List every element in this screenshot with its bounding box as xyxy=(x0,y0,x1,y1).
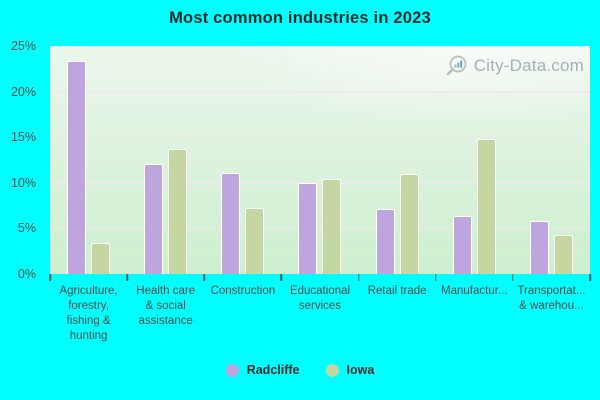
legend-swatch-icon xyxy=(325,363,339,377)
bar-iowa xyxy=(399,173,419,274)
x-axis-label: Health care & social assistance xyxy=(136,285,196,327)
x-axis-tick xyxy=(280,274,283,281)
y-axis-label: 5% xyxy=(17,221,36,236)
y-axis-tick-labels: 0% 5% 10% 15% 20% 25% xyxy=(0,39,36,281)
x-axis-label: Manufactur... xyxy=(441,285,508,297)
legend-item-radcliffe: Radcliffe xyxy=(225,363,300,377)
bar-group xyxy=(50,46,127,274)
legend-item-iowa: Iowa xyxy=(325,363,375,377)
bar-radcliffe xyxy=(67,60,87,274)
x-axis-tick xyxy=(357,274,360,281)
magnifier-bar-chart-icon xyxy=(446,55,467,76)
watermark: City-Data.com xyxy=(445,54,584,78)
bar-radcliffe xyxy=(529,221,549,274)
plot-area: City-Data.com xyxy=(50,45,590,274)
x-axis-tick xyxy=(589,274,591,281)
x-axis-label: Transportat... & warehou... xyxy=(517,285,586,312)
bar-radcliffe xyxy=(375,209,395,274)
gridlines xyxy=(50,45,590,274)
legend-label: Iowa xyxy=(346,363,375,377)
bar-groups xyxy=(50,46,590,274)
x-axis-tick xyxy=(203,274,206,281)
bar-radcliffe xyxy=(221,172,241,274)
bar-iowa xyxy=(553,234,573,274)
x-axis-labels: Agriculture, forestry, fishing & hunting… xyxy=(50,284,590,354)
bar-iowa xyxy=(168,149,188,274)
y-axis-label: 15% xyxy=(10,130,36,145)
bar-radcliffe xyxy=(298,182,318,274)
gridline xyxy=(50,227,590,230)
bar-group xyxy=(436,46,513,274)
bar-radcliffe xyxy=(452,215,472,274)
x-axis-label: Construction xyxy=(210,285,276,297)
x-axis-tick xyxy=(49,274,51,281)
bar-radcliffe xyxy=(144,163,164,274)
x-axis-tick xyxy=(434,274,437,281)
watermark-text: City-Data.com xyxy=(473,56,584,75)
x-axis-label: Retail trade xyxy=(367,285,427,297)
bar-iowa xyxy=(245,208,265,274)
y-axis-label: 25% xyxy=(10,39,36,53)
bar-group xyxy=(127,46,204,274)
chart-title: Most common industries in 2023 xyxy=(169,9,431,27)
x-axis-tick xyxy=(126,274,128,281)
gridline xyxy=(50,136,590,139)
bar-iowa xyxy=(322,179,342,274)
gridline xyxy=(50,182,590,184)
bar-iowa xyxy=(476,139,496,274)
gridline xyxy=(50,45,590,47)
x-axis-label: Agriculture, forestry, fishing & hunting xyxy=(59,285,118,342)
y-axis-label: 0% xyxy=(17,267,36,281)
legend-swatch-icon xyxy=(225,363,239,377)
legend: Radcliffe Iowa xyxy=(0,363,600,377)
x-axis-label: Educational services xyxy=(289,285,351,312)
bar-group xyxy=(359,46,436,274)
x-axis-tick-marks xyxy=(49,274,591,281)
bar-group xyxy=(204,46,281,274)
bar-group xyxy=(513,46,590,274)
legend-label: Radcliffe xyxy=(246,363,300,377)
bar-group xyxy=(281,46,358,274)
bar-iowa xyxy=(91,243,111,274)
gridline xyxy=(50,91,590,93)
y-axis-label: 20% xyxy=(10,84,36,99)
x-axis-tick xyxy=(512,274,514,281)
y-axis-label: 10% xyxy=(10,175,36,190)
